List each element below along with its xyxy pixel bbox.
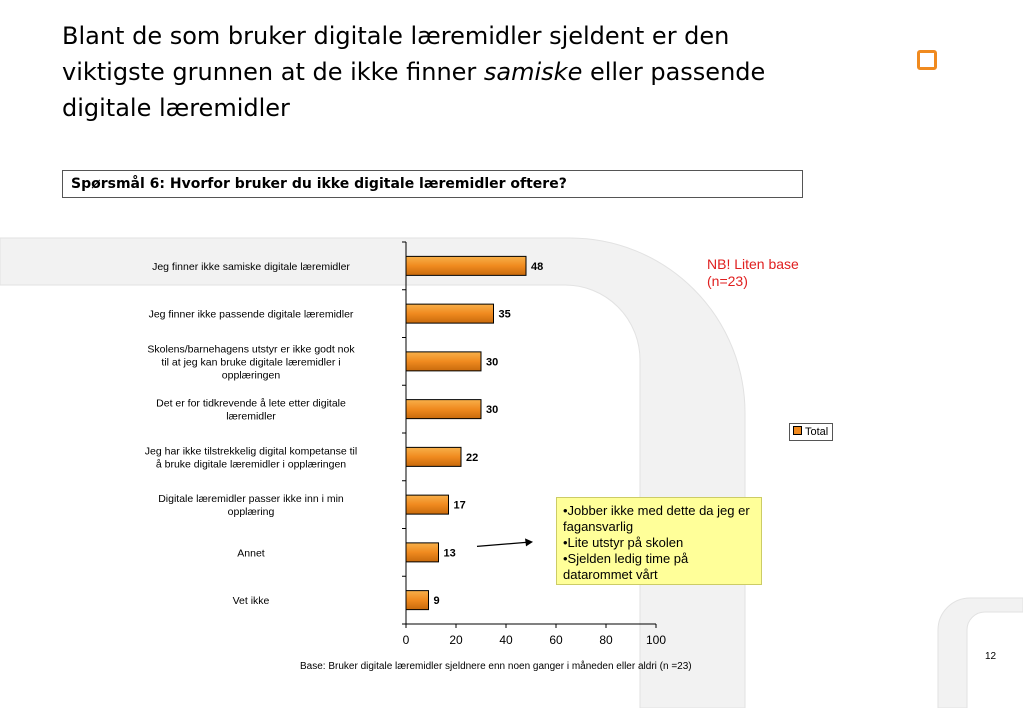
- data-label: 13: [444, 547, 456, 559]
- bar: [405, 446, 462, 467]
- bar: [405, 399, 482, 420]
- legend-label: Total: [805, 426, 829, 438]
- title-line-2-end: eller passende: [582, 58, 766, 86]
- x-tick-label: 40: [499, 633, 513, 647]
- callout-item: •Lite utstyr på skolen: [563, 535, 684, 550]
- small-base-note: NB! Liten base (n=23): [707, 256, 799, 290]
- bar: [405, 542, 439, 563]
- data-label: 48: [531, 261, 543, 273]
- x-tick-label: 0: [403, 633, 410, 647]
- curved-band: [0, 237, 746, 708]
- x-tick-label: 20: [449, 633, 463, 647]
- chart-legend: Total: [789, 423, 834, 441]
- x-tick-label: 60: [549, 633, 563, 647]
- title-line-1: Blant de som bruker digitale læremidler …: [62, 22, 730, 50]
- category-label: opplæring: [228, 506, 275, 518]
- category-label: Annet: [237, 547, 265, 559]
- bar: [405, 255, 527, 276]
- corner-band: [937, 597, 1023, 708]
- data-label: 9: [434, 595, 440, 607]
- note-line-2: (n=23): [707, 273, 748, 289]
- page-number: 12: [985, 651, 997, 662]
- title-line-2-start: viktigste grunnen at de ikke finner: [62, 58, 484, 86]
- bar: [405, 590, 429, 611]
- base-footnote: Base: Bruker digitale læremidler sjeldne…: [300, 661, 692, 672]
- bar: [405, 494, 449, 515]
- title-line-2: viktigste grunnen at de ikke finner sami…: [62, 54, 862, 90]
- category-label: Vet ikke: [233, 595, 270, 607]
- category-label: Digitale læremidler passer ikke inn i mi…: [158, 493, 344, 505]
- callout-item: •Sjelden ledig time på datarommet vårt: [563, 551, 689, 582]
- question-box: Spørsmål 6: Hvorfor bruker du ikke digit…: [62, 170, 803, 198]
- data-label: 17: [454, 500, 466, 512]
- category-label: Jeg har ikke tilstrekkelig digital kompe…: [145, 445, 357, 457]
- bar: [405, 351, 482, 372]
- category-label: læremidler: [226, 411, 276, 423]
- slide-title: Blant de som bruker digitale læremidler …: [62, 18, 862, 126]
- category-label: Skolens/barnehagens utstyr er ikke godt …: [147, 343, 355, 355]
- data-label: 22: [466, 452, 478, 464]
- logo-square-icon: [917, 50, 937, 70]
- category-label: Jeg finner ikke samiske digitale læremid…: [152, 261, 350, 273]
- callout-arrow-line: [476, 541, 527, 547]
- callout-arrow-head: [525, 538, 533, 547]
- callout-item: •Jobber ikke med dette da jeg er fagansv…: [563, 503, 750, 534]
- category-label: til at jeg kan bruke digitale læremidler…: [161, 356, 340, 368]
- data-label: 30: [486, 404, 498, 416]
- bar: [405, 303, 494, 324]
- other-answers-callout: •Jobber ikke med dette da jeg er fagansv…: [556, 497, 762, 585]
- x-tick-label: 100: [646, 633, 666, 647]
- note-line-1: NB! Liten base: [707, 256, 799, 272]
- category-label: Jeg finner ikke passende digitale læremi…: [149, 309, 354, 321]
- legend-swatch: [793, 426, 802, 435]
- category-label: Det er for tidkrevende å lete etter digi…: [156, 398, 346, 410]
- data-label: 35: [499, 309, 511, 321]
- category-label: å bruke digitale læremidler i opplæringe…: [156, 458, 346, 470]
- title-emphasis: samiske: [483, 58, 583, 86]
- category-label: opplæringen: [222, 369, 281, 381]
- data-label: 30: [486, 356, 498, 368]
- title-line-3: digitale læremidler: [62, 94, 290, 122]
- x-tick-label: 80: [599, 633, 613, 647]
